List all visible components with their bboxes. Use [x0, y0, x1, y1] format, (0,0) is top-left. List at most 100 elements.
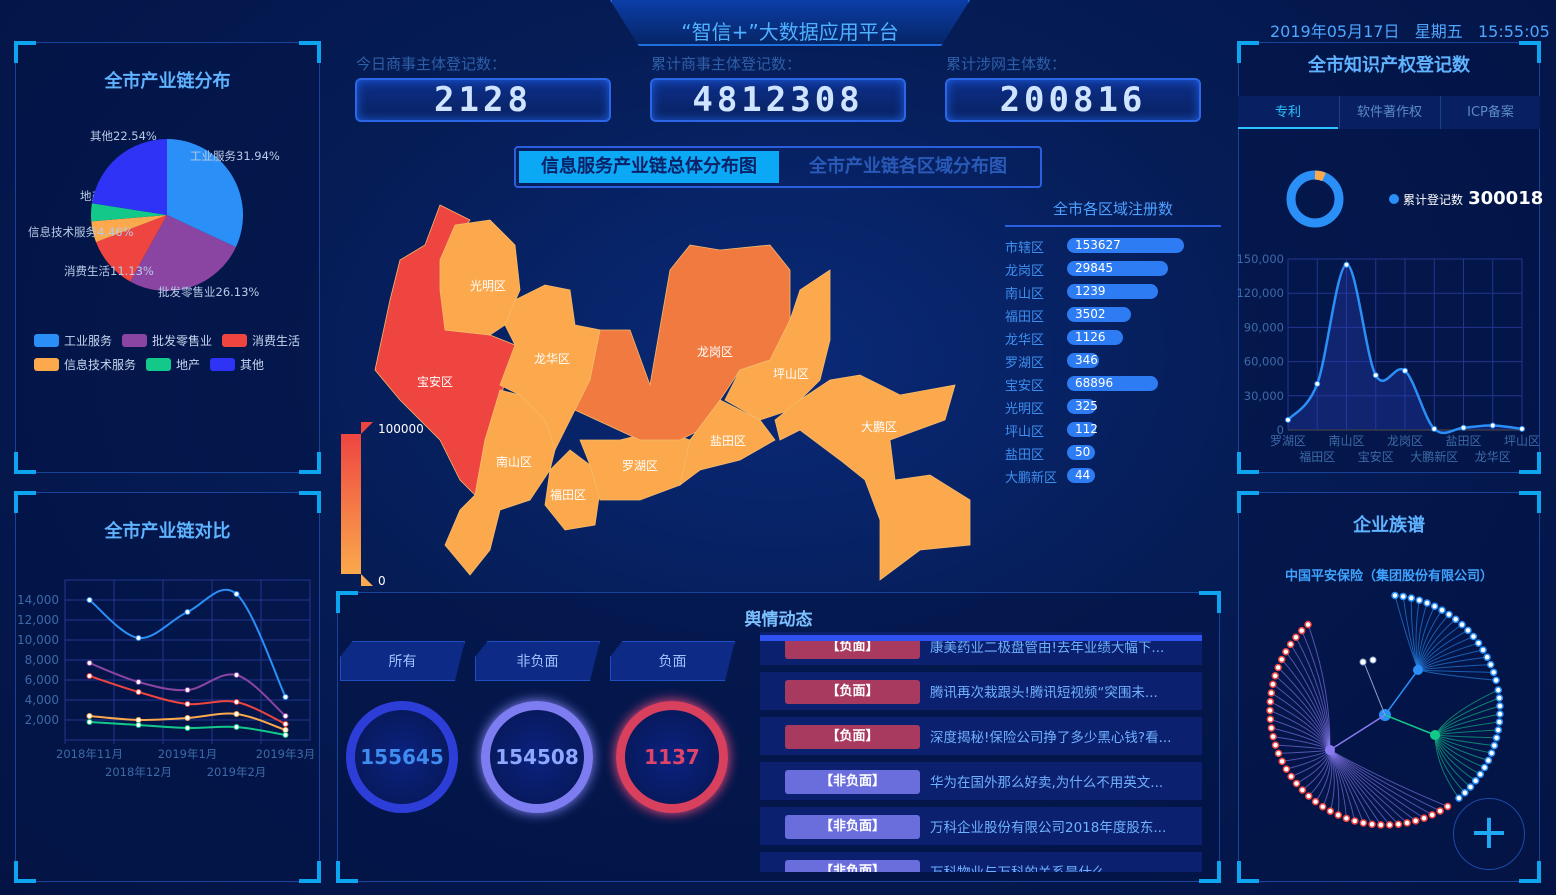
leaf-node[interactable] [1326, 807, 1335, 815]
data-point[interactable] [282, 727, 289, 733]
leaf-node[interactable] [1292, 633, 1300, 642]
data-point[interactable] [135, 717, 142, 723]
leaf-node[interactable] [1492, 676, 1500, 684]
data-point[interactable] [1343, 261, 1350, 268]
leaf-node[interactable] [1483, 653, 1491, 661]
data-point[interactable] [233, 672, 240, 678]
leaf-node[interactable] [1342, 814, 1351, 823]
leaf-node[interactable] [1274, 749, 1283, 758]
map-legend-bar[interactable] [341, 434, 361, 574]
leaf-node[interactable] [1359, 658, 1367, 666]
legend-item[interactable]: 信息技术服务 [34, 356, 136, 373]
district-yantian[interactable] [679, 399, 776, 486]
data-point[interactable] [1460, 424, 1467, 431]
news-title[interactable]: 华为在国外那么好卖,为什么不用英文... [930, 775, 1164, 791]
leaf-node[interactable] [1430, 602, 1439, 611]
data-point[interactable] [1489, 422, 1496, 429]
leaf-node[interactable] [1304, 792, 1313, 800]
data-point[interactable] [135, 679, 142, 685]
news-item[interactable]: 【非负面】 华为在国外那么好卖,为什么不用英文... [760, 762, 1202, 800]
leaf-node[interactable] [1486, 660, 1495, 669]
news-list[interactable]: 【负面】 康美药业二极盘管由!去年业绩大幅下... 【负面】 腾讯再次栽跟头!腾讯短视… [760, 632, 1202, 872]
region-row[interactable]: 宝安区 68896 [1005, 375, 1221, 394]
data-point[interactable] [233, 699, 240, 705]
tab-patent[interactable]: 专利 [1238, 96, 1338, 129]
news-item[interactable]: 【负面】 腾讯再次栽跟头!腾讯短视频“突围未... [760, 672, 1202, 710]
pie-slice[interactable] [130, 215, 236, 291]
leaf-node[interactable] [1334, 811, 1342, 819]
filter-all-button[interactable]: 所有 [340, 641, 465, 681]
leaf-node[interactable] [1274, 663, 1282, 672]
leaf-node[interactable] [1269, 680, 1277, 689]
legend-item[interactable]: 批发零售业 [122, 332, 212, 349]
leaf-node[interactable] [1385, 821, 1394, 829]
leaf-node[interactable] [1311, 797, 1320, 806]
leaf-node[interactable] [1494, 726, 1503, 734]
data-point[interactable] [1372, 372, 1379, 379]
leaf-node[interactable] [1292, 779, 1301, 788]
tab-icp[interactable]: ICP备案 [1440, 96, 1540, 129]
leaf-node[interactable] [1282, 647, 1290, 656]
legend-item[interactable]: 消费生活 [222, 332, 300, 349]
region-row[interactable]: 罗湖区 346 [1005, 352, 1221, 371]
leaf-node[interactable] [1278, 757, 1286, 766]
leaf-node[interactable] [1298, 786, 1307, 794]
news-title[interactable]: 深度揭秘!保险公司挣了多少黑心钱?看... [930, 730, 1172, 746]
leaf-node[interactable] [1287, 772, 1295, 781]
leaf-node[interactable] [1496, 702, 1504, 710]
region-row[interactable]: 光明区 325 [1005, 398, 1221, 417]
leaf-node[interactable] [1266, 706, 1274, 715]
leaf-node[interactable] [1423, 599, 1431, 607]
leaf-node[interactable] [1267, 689, 1276, 697]
leaf-node[interactable] [1496, 710, 1504, 718]
leaf-node[interactable] [1492, 734, 1501, 742]
district-guangming[interactable] [439, 219, 521, 336]
leaf-node[interactable] [1415, 596, 1424, 604]
legend-handle-bottom[interactable] [361, 574, 373, 586]
leaf-node[interactable] [1391, 591, 1399, 600]
leaf-node[interactable] [1297, 626, 1306, 635]
leaf-node[interactable] [1271, 672, 1279, 680]
data-point[interactable] [233, 711, 240, 717]
region-row[interactable]: 坪山区 112 [1005, 421, 1221, 440]
region-row[interactable]: 龙岗区 29845 [1005, 260, 1221, 279]
news-title[interactable]: 腾讯再次栽跟头!腾讯短视频“突围未... [930, 685, 1158, 701]
zoom-in-button[interactable]: + [1453, 798, 1525, 870]
leaf-node[interactable] [1469, 632, 1478, 641]
leaf-node[interactable] [1359, 819, 1368, 827]
district-nanshan[interactable] [444, 389, 556, 576]
news-item[interactable]: 【非负面】 万科企业股份有限公司2018年度股东... [760, 807, 1202, 845]
tab-overall-distribution[interactable]: 信息服务产业链总体分布图 [519, 151, 779, 183]
leaf-node[interactable] [1394, 820, 1403, 828]
leaf-node[interactable] [1445, 610, 1453, 619]
filter-non-negative-button[interactable]: 非负面 [475, 641, 600, 681]
region-row[interactable]: 市辖区 153627 [1005, 237, 1221, 256]
leaf-node[interactable] [1377, 821, 1385, 829]
leaf-node[interactable] [1476, 770, 1485, 779]
leaf-node[interactable] [1443, 802, 1452, 811]
leaf-node[interactable] [1319, 802, 1327, 811]
leaf-node[interactable] [1458, 620, 1466, 629]
leaf-node[interactable] [1286, 640, 1295, 649]
leaf-node[interactable] [1489, 668, 1498, 677]
data-point[interactable] [184, 715, 191, 721]
data-point[interactable] [1431, 425, 1438, 432]
tab-region-distribution[interactable]: 全市产业链各区域分布图 [809, 156, 1007, 177]
leaf-node[interactable] [1420, 814, 1428, 822]
news-title[interactable]: 康美药业二极盘管由!去年业绩大幅下... [930, 640, 1165, 656]
leaf-node[interactable] [1490, 741, 1499, 750]
tab-software-copyright[interactable]: 软件著作权 [1339, 96, 1439, 129]
data-point[interactable] [86, 597, 93, 603]
pie-slice[interactable] [91, 139, 167, 215]
leaf-node[interactable] [1368, 820, 1376, 829]
district-pingshan[interactable] [724, 269, 831, 421]
data-point[interactable] [1314, 380, 1321, 387]
leaf-node[interactable] [1495, 718, 1504, 726]
leaf-node[interactable] [1451, 615, 1460, 624]
data-point[interactable] [86, 713, 93, 719]
leaf-node[interactable] [1461, 788, 1469, 797]
legend-item[interactable]: 其他 [210, 356, 264, 373]
news-title[interactable]: 万科企业股份有限公司2018年度股东... [930, 820, 1167, 836]
data-point[interactable] [86, 673, 93, 679]
leaf-node[interactable] [1266, 697, 1275, 706]
